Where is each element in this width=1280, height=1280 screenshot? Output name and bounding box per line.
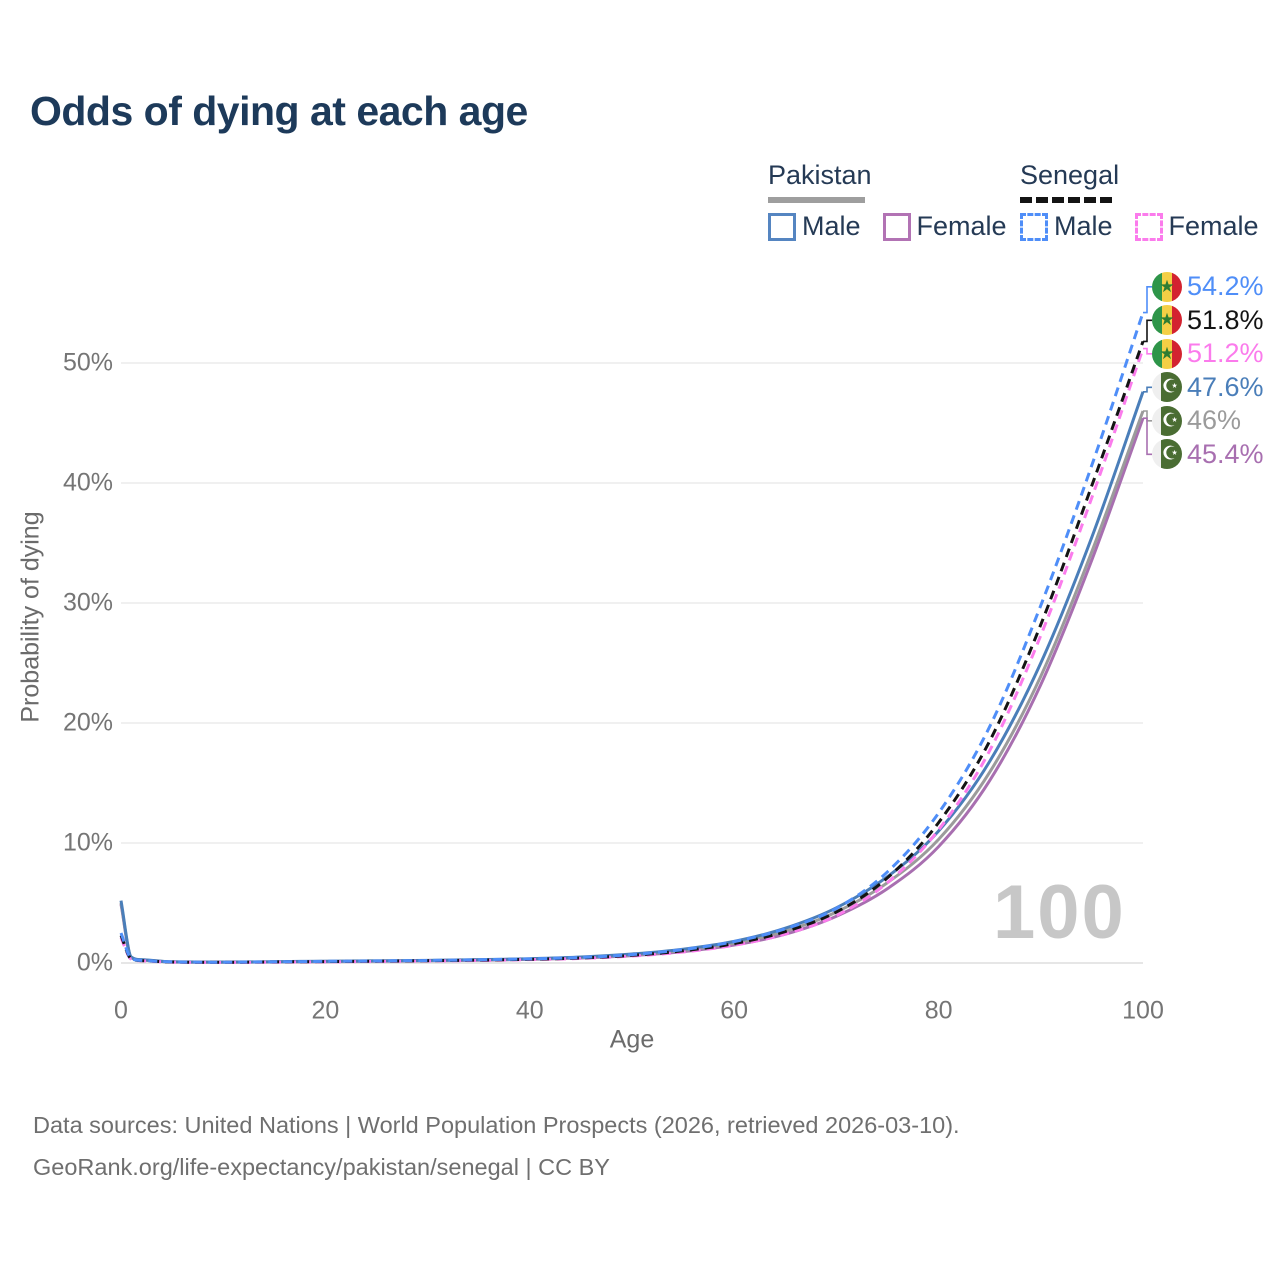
- series-line-pakistan-female[interactable]: [119, 417, 1145, 964]
- y-axis-title: Probability of dying: [16, 511, 45, 723]
- end-label-leader-pakistan-female: [1143, 417, 1152, 456]
- pakistan-flag-icon: ☪: [1152, 372, 1182, 403]
- legend-item-senegal-male[interactable]: Male: [1020, 211, 1113, 242]
- end-value-senegal-female: 51.2%: [1187, 338, 1264, 369]
- pakistan-male-label: Male: [802, 211, 861, 241]
- x-tick-label: 80: [924, 996, 953, 1025]
- pakistan-male-swatch[interactable]: [768, 212, 796, 241]
- end-label-senegal-female: ★ 51.2%: [1152, 338, 1264, 370]
- legend-item-senegal-female[interactable]: Female: [1134, 211, 1259, 242]
- senegal-male-label: Male: [1054, 211, 1113, 241]
- x-axis-title: Age: [609, 1025, 655, 1054]
- series-line-pakistan-all[interactable]: [119, 410, 1145, 964]
- legend-group-pakistan-label[interactable]: Pakistan: [768, 160, 872, 190]
- series-line-senegal-female[interactable]: [119, 348, 1145, 964]
- series-line-pakistan-male[interactable]: [119, 391, 1145, 964]
- legend-group-senegal-label[interactable]: Senegal: [1020, 160, 1120, 190]
- end-label-leader-senegal-female: [1143, 347, 1152, 355]
- pakistan-female-swatch[interactable]: [882, 212, 911, 241]
- y-tick-label: 10%: [62, 828, 113, 857]
- senegal-male-swatch[interactable]: [1020, 212, 1048, 241]
- page-title: Odds of dying at each age: [30, 88, 528, 134]
- crescent-star-icon: ☪: [1161, 376, 1179, 398]
- end-label-senegal-male: ★ 54.2%: [1152, 271, 1264, 303]
- senegal-female-label: Female: [1168, 211, 1259, 241]
- y-tick-label: 50%: [62, 348, 113, 377]
- end-value-pakistan-male: 47.6%: [1187, 371, 1264, 402]
- senegal-flag-icon: ★: [1152, 271, 1182, 302]
- legend-item-pakistan-male[interactable]: Male: [768, 211, 861, 242]
- x-tick-label: 60: [720, 996, 749, 1025]
- end-label-leader-pakistan-all: [1143, 410, 1152, 422]
- end-label-pakistan-all: ☪ 46%: [1152, 405, 1241, 437]
- end-label-leader-senegal-all: [1143, 319, 1152, 343]
- pakistan-flag-icon: ☪: [1152, 405, 1182, 436]
- end-label-senegal-all: ★ 51.8%: [1152, 304, 1264, 336]
- age-watermark: 100: [993, 870, 1126, 955]
- pakistan-female-label: Female: [916, 211, 1007, 241]
- chart-legend: Pakistan Male Female Senegal Male: [0, 160, 1280, 241]
- y-tick-label: 0%: [76, 948, 113, 977]
- end-value-senegal-all: 51.8%: [1187, 304, 1264, 335]
- end-value-senegal-male: 54.2%: [1187, 271, 1264, 302]
- y-tick-label: 30%: [62, 588, 113, 617]
- star-icon: ★: [1159, 310, 1175, 330]
- series-line-senegal-male[interactable]: [119, 312, 1145, 964]
- footer-attribution: Data sources: United Nations | World Pop…: [33, 1104, 960, 1188]
- series-line-senegal-all[interactable]: [119, 340, 1145, 964]
- pakistan-flag-icon: ☪: [1152, 439, 1182, 470]
- x-tick-label: 40: [515, 996, 544, 1025]
- end-value-pakistan-female: 45.4%: [1187, 438, 1264, 469]
- end-label-pakistan-female: ☪ 45.4%: [1152, 438, 1264, 470]
- x-tick-label: 0: [114, 996, 128, 1025]
- star-icon: ★: [1159, 343, 1175, 363]
- end-label-pakistan-male: ☪ 47.6%: [1152, 371, 1264, 403]
- end-value-pakistan-all: 46%: [1187, 405, 1242, 436]
- crescent-star-icon: ☪: [1161, 443, 1179, 465]
- senegal-flag-icon: ★: [1152, 305, 1182, 336]
- end-label-leader-pakistan-male: [1143, 386, 1152, 393]
- legend-group-pakistan: Pakistan Male Female: [768, 160, 1007, 241]
- end-label-leader-senegal-male: [1143, 286, 1152, 314]
- crescent-star-icon: ☪: [1161, 410, 1179, 432]
- footer-license-url: GeoRank.org/life-expectancy/pakistan/sen…: [33, 1154, 610, 1180]
- senegal-line-sample: [1020, 197, 1112, 203]
- legend-item-pakistan-female[interactable]: Female: [882, 211, 1007, 242]
- x-tick-label: 20: [311, 996, 340, 1025]
- star-icon: ★: [1159, 276, 1175, 296]
- senegal-female-swatch[interactable]: [1134, 212, 1163, 241]
- legend-group-senegal: Senegal Male Female: [1020, 160, 1259, 241]
- senegal-flag-icon: ★: [1152, 338, 1182, 369]
- footer-data-sources: Data sources: United Nations | World Pop…: [33, 1112, 960, 1138]
- y-tick-label: 40%: [62, 468, 113, 497]
- y-tick-label: 20%: [62, 708, 113, 737]
- pakistan-line-sample: [768, 197, 865, 203]
- x-tick-label: 100: [1122, 996, 1164, 1025]
